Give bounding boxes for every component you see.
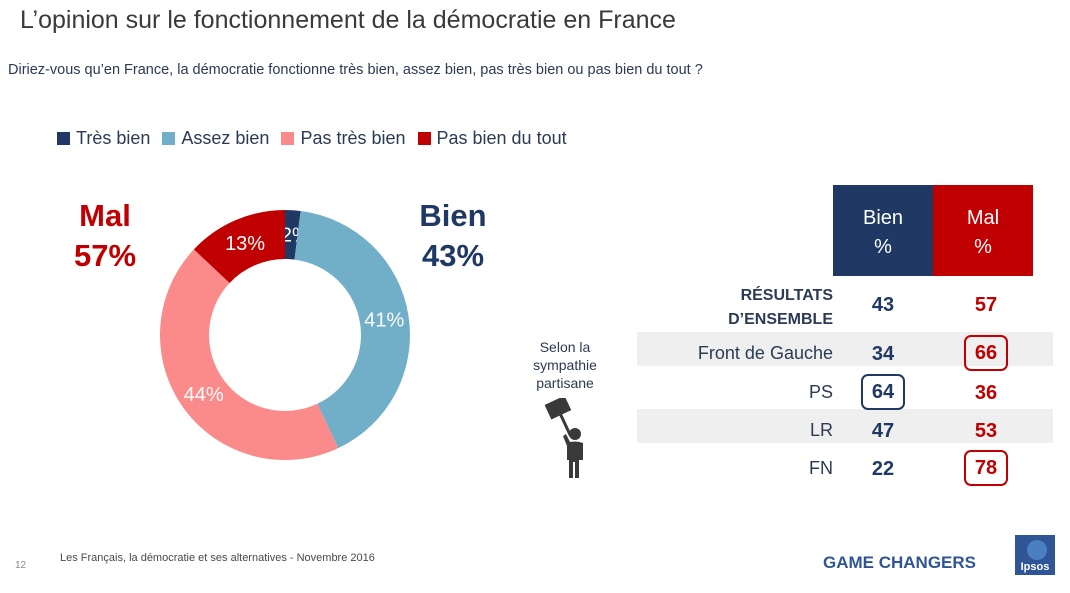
page-number: 12 xyxy=(15,560,27,571)
sympathie-caption: Selon la sympathie partisane xyxy=(525,338,605,392)
donut-slice-label: 41% xyxy=(364,309,404,331)
header-bien: Bien % xyxy=(833,185,933,276)
donut-slice xyxy=(193,210,285,283)
legend-swatch xyxy=(162,132,176,145)
source-note: Les Français, la démocratie et ses alter… xyxy=(60,552,375,564)
header-mal-unit: % xyxy=(974,236,992,258)
cell-bien-front-de-gauche: 34 xyxy=(871,343,895,365)
cell-bien-fn: 22 xyxy=(871,458,895,480)
page-title: L’opinion sur le fonctionnement de la dé… xyxy=(20,6,676,34)
row-label-ensemble-line2: D’ENSEMBLE xyxy=(728,311,833,328)
legend-item: Très bien xyxy=(57,128,150,149)
legend-label: Très bien xyxy=(76,128,151,148)
legend-label: Pas bien du tout xyxy=(436,128,567,148)
donut-slice-label: 44% xyxy=(184,384,224,406)
legend-label: Pas très bien xyxy=(300,128,406,148)
bien-summary-value: 43% xyxy=(421,238,485,273)
legend-swatch xyxy=(57,132,70,145)
mal-summary: Mal 57% xyxy=(60,196,150,276)
row-background xyxy=(637,332,1053,366)
cell-bien-ps: 64 xyxy=(861,374,905,410)
legend-item: Assez bien xyxy=(162,128,269,149)
row-label-ensemble-line1: RÉSULTATS xyxy=(740,287,833,304)
header-bien-unit: % xyxy=(874,236,892,258)
cell-mal-ensemble: 57 xyxy=(974,294,998,316)
header-bien-label: Bien xyxy=(862,207,904,229)
legend-item: Pas très bien xyxy=(281,128,406,149)
logo-text: Ipsos xyxy=(1021,561,1050,573)
cell-bien-lr: 47 xyxy=(871,420,895,442)
cell-mal-front-de-gauche: 66 xyxy=(964,335,1008,371)
chart-legend: Très bien Assez bien Pas très bien Pas bien… xyxy=(57,128,567,149)
header-mal-label: Mal xyxy=(966,207,1000,229)
row-label-ps: PS xyxy=(808,382,833,402)
row-label-front-de-gauche: Front de Gauche xyxy=(697,343,833,363)
row-label-lr: LR xyxy=(809,420,833,440)
header-mal: Mal % xyxy=(933,185,1033,276)
sympathie-line2: sympathie xyxy=(533,357,597,373)
donut-slice xyxy=(294,210,411,449)
donut-slice-label: 13% xyxy=(225,233,265,255)
donut-slice xyxy=(159,249,339,460)
cell-mal-fn: 78 xyxy=(964,450,1008,486)
question-text: Diriez-vous qu’en France, la démocratie … xyxy=(8,62,703,78)
brand-tagline: GAME CHANGERS xyxy=(823,553,977,572)
cell-bien-ensemble: 43 xyxy=(871,294,895,316)
legend-swatch xyxy=(281,132,295,145)
results-table: Bien % Mal % RÉSULTATS D’ENSEMBLE 43 57 … xyxy=(520,185,1065,495)
donut-chart: 2%41%44%13% xyxy=(159,210,411,460)
ipsos-logo: Ipsos xyxy=(1015,535,1055,575)
row-label-ensemble: RÉSULTATS D’ENSEMBLE xyxy=(728,284,833,332)
row-background xyxy=(637,409,1053,443)
donut-slice xyxy=(285,210,301,260)
bien-summary: Bien 43% xyxy=(408,196,498,276)
mal-summary-value: 57% xyxy=(73,238,137,273)
mal-summary-label: Mal xyxy=(79,198,131,233)
legend-swatch xyxy=(417,132,431,145)
sympathie-line3: partisane xyxy=(536,375,594,391)
cell-mal-lr: 53 xyxy=(974,420,998,442)
cell-mal-ps: 36 xyxy=(974,382,998,404)
legend-item: Pas bien du tout xyxy=(417,128,567,149)
protester-sign-icon xyxy=(545,398,583,478)
legend-label: Assez bien xyxy=(181,128,270,148)
row-label-fn: FN xyxy=(809,458,833,478)
sympathie-line1: Selon la xyxy=(539,339,591,355)
bien-summary-label: Bien xyxy=(419,198,487,233)
